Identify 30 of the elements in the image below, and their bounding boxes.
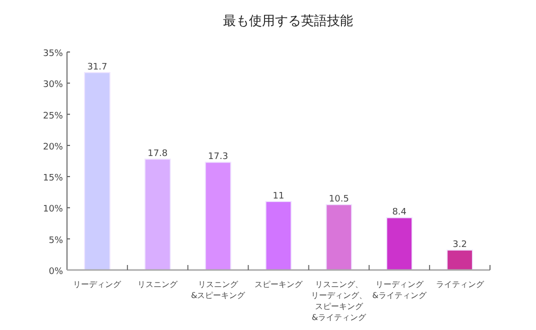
y-tick-label: 10% [42,204,64,215]
y-tick-label: 0% [48,267,64,277]
x-tick-label: スピーキング [254,280,304,289]
bar [446,250,473,270]
y-tick-label: 30% [42,80,64,90]
data-label: 3.2 [452,240,467,250]
x-tick-label: リスニング、リーディング、スピーキング&ライティング [310,280,368,322]
y-tick-label: 35% [42,49,64,59]
data-label: 17.3 [208,152,228,162]
y-tick-label: 25% [42,111,64,122]
x-tick-label: ライティング [436,280,485,289]
x-tick-label: リスニング&スピーキング [190,280,246,300]
data-label: 31.7 [87,62,108,73]
data-label: 10.5 [328,194,349,205]
bar [204,162,232,270]
y-tick-label: 20% [42,142,64,152]
x-tick-label: リーディング [73,280,122,289]
bar [386,217,413,270]
data-label: 11 [272,191,284,202]
bar [144,158,171,270]
data-label: 17.8 [148,149,168,160]
y-tick-label: 5% [48,236,64,246]
y-tick-label: 15% [42,174,64,184]
x-tick-label: リーディング&ライティング [372,280,428,300]
x-tick-label: リスニング [138,280,179,289]
chart-title: 最も使用する英語技能 [223,14,353,29]
bar [84,72,110,270]
data-label: 8.4 [392,208,407,218]
bar [265,200,292,270]
bar [326,204,352,270]
